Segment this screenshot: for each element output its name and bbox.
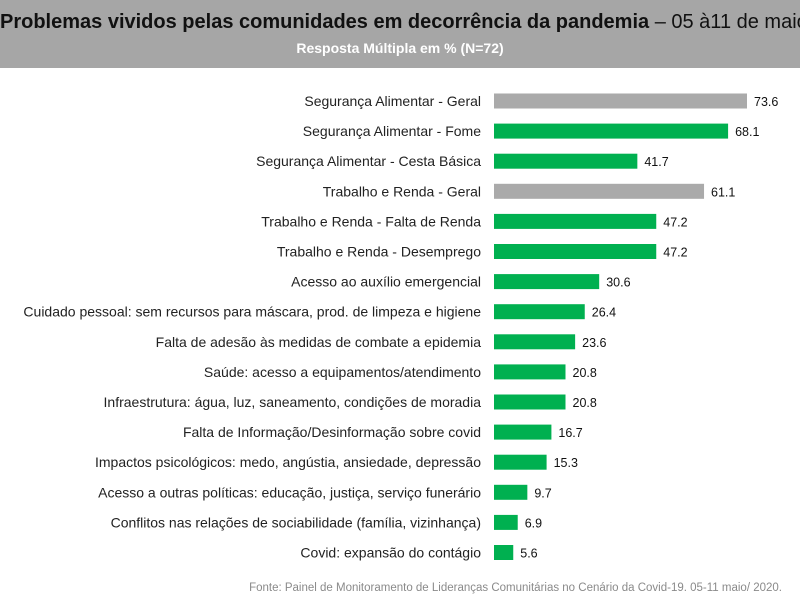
bar-total bbox=[494, 183, 705, 199]
category-label: Cuidado pessoal: sem recursos para másca… bbox=[23, 304, 481, 320]
category-label: Falta de Informação/Desinformação sobre … bbox=[183, 424, 481, 440]
bar bbox=[494, 424, 552, 440]
value-label: 9.7 bbox=[534, 486, 551, 500]
chart-title-main: Problemas vividos pelas comunidades em d… bbox=[0, 11, 650, 33]
category-label: Saúde: acesso a equipamentos/atendimento bbox=[204, 364, 481, 380]
category-label: Segurança Alimentar - Fome bbox=[303, 123, 481, 139]
bar bbox=[494, 274, 600, 290]
bar bbox=[494, 545, 514, 560]
bar bbox=[494, 304, 585, 320]
bar bbox=[494, 334, 576, 350]
value-label: 15.3 bbox=[554, 456, 578, 470]
bar bbox=[494, 394, 566, 410]
value-label: 23.6 bbox=[582, 336, 606, 350]
chart-header: Problemas vividos pelas comunidades em d… bbox=[0, 0, 800, 68]
value-label: 5.6 bbox=[520, 547, 537, 561]
bar bbox=[494, 153, 638, 169]
category-label: Impactos psicológicos: medo, angústia, a… bbox=[95, 454, 481, 470]
bar-total bbox=[494, 93, 747, 109]
value-label: 30.6 bbox=[606, 276, 630, 290]
category-label: Trabalho e Renda - Falta de Renda bbox=[261, 213, 481, 229]
category-label: Trabalho e Renda - Desemprego bbox=[277, 244, 481, 260]
category-label: Conflitos nas relações de sociabilidade … bbox=[111, 514, 481, 530]
bar-chart: Segurança Alimentar - Geral 73.6 Segurança… bbox=[23, 93, 778, 561]
bar bbox=[494, 454, 547, 470]
category-label: Segurança Alimentar - Cesta Básica bbox=[256, 153, 481, 169]
bar bbox=[494, 514, 518, 530]
category-label: Trabalho e Renda - Geral bbox=[323, 183, 481, 199]
category-label: Acesso ao auxílio emergencial bbox=[291, 274, 481, 290]
bar bbox=[494, 484, 528, 500]
bar bbox=[494, 364, 566, 380]
value-label: 73.6 bbox=[754, 95, 778, 109]
value-label: 41.7 bbox=[644, 155, 668, 169]
chart-title: Problemas vividos pelas comunidades em d… bbox=[0, 9, 800, 35]
category-label: Covid: expansão do contágio bbox=[300, 545, 481, 561]
category-label: Falta de adesão às medidas de combate a … bbox=[156, 334, 482, 350]
value-label: 26.4 bbox=[592, 306, 616, 320]
category-label: Segurança Alimentar - Geral bbox=[304, 93, 481, 109]
value-label: 47.2 bbox=[663, 246, 687, 260]
value-label: 6.9 bbox=[525, 516, 542, 530]
bar bbox=[494, 244, 657, 259]
bar bbox=[494, 213, 657, 229]
chart-subtitle: Resposta Múltipla em % (N=72) bbox=[296, 40, 504, 56]
value-label: 68.1 bbox=[735, 125, 759, 139]
value-label: 16.7 bbox=[558, 426, 582, 440]
value-label: 47.2 bbox=[663, 215, 687, 229]
bar bbox=[494, 123, 729, 139]
source-note: Fonte: Painel de Monitoramento de Lidera… bbox=[249, 582, 782, 594]
category-label: Infraestrutura: água, luz, saneamento, c… bbox=[104, 394, 482, 410]
value-label: 61.1 bbox=[711, 185, 735, 199]
value-label: 20.8 bbox=[573, 396, 597, 410]
chart-title-date: – 05 à11 de maio bbox=[649, 11, 800, 33]
category-label: Acesso a outras políticas: educação, jus… bbox=[98, 484, 481, 500]
value-label: 20.8 bbox=[573, 366, 597, 380]
